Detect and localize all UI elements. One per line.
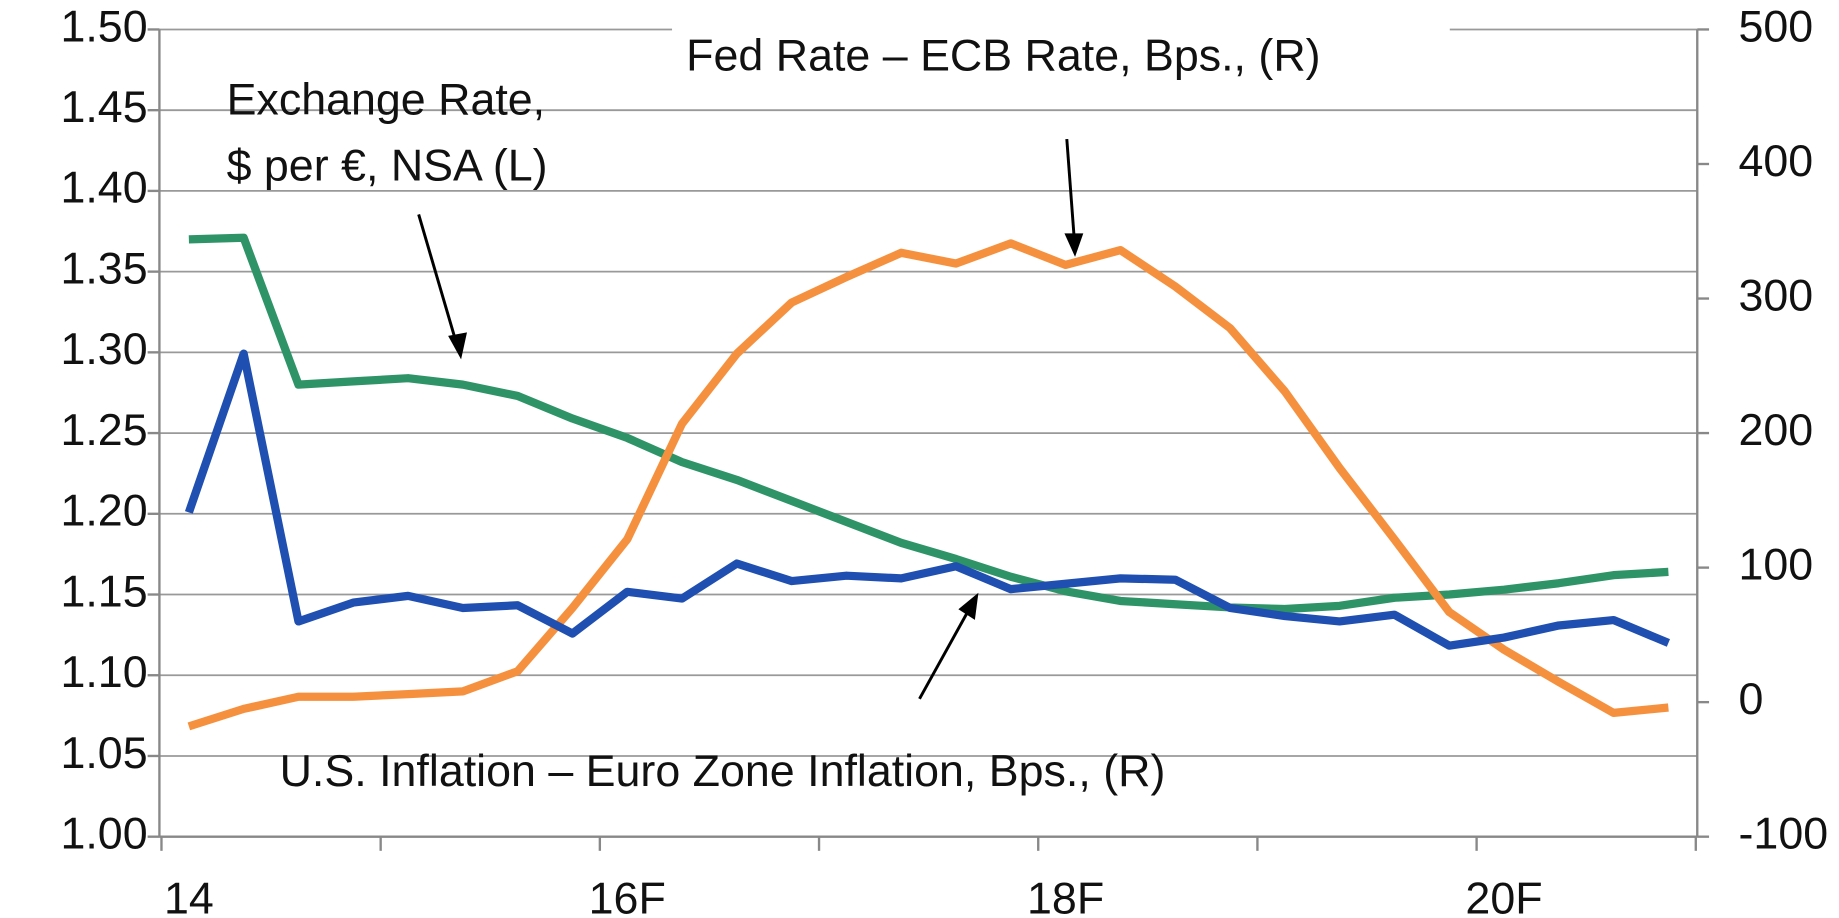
y-tick-label: 1.30 [60,324,147,374]
y-tick-label: 1.10 [60,647,147,697]
x-tick-label: 20F [1465,873,1542,918]
annotation: Exchange Rate, [227,74,546,124]
x-tick-label: 16F [589,873,666,918]
y-tick-label: 1.00 [60,809,147,859]
annotation: U.S. Inflation – Euro Zone Inflation, Bp… [280,746,1166,796]
y2-tick-label: 200 [1739,405,1814,455]
arrowhead [1064,233,1084,257]
y-tick-label: 1.45 [60,82,147,132]
y2-tick-label: 300 [1739,270,1814,320]
arrowhead [958,592,979,620]
arrow [417,214,461,352]
y-tick-label: 1.05 [60,728,147,778]
y2-tick-label: 0 [1739,674,1764,724]
arrowhead [448,332,467,360]
y-tick-label: 1.50 [60,1,147,51]
y2-tick-label: -100 [1739,809,1829,859]
arrow [918,600,975,700]
y2-tick-label: 100 [1739,539,1814,589]
y-tick-label: 1.15 [60,566,147,616]
series-line [187,239,1669,731]
lines [184,233,1670,731]
annotation: $ per €, NSA (L) [227,140,548,190]
series-line [188,233,1669,614]
x-ticks: 14 16F 18F 20F [160,836,1697,918]
y2-tick-label: 500 [1739,1,1814,51]
x-tick-label: 18F [1027,873,1104,918]
y-tick-label: 1.20 [60,486,147,536]
y-tick-label: 1.35 [60,243,147,293]
x-tick-label: 14 [164,873,214,918]
y2-tick-label: 400 [1739,136,1814,186]
label-bg [672,25,1450,92]
y-tick-label: 1.40 [60,163,147,213]
y-tick-label: 1.25 [60,405,147,455]
series-line [184,349,1670,650]
arrow [1065,138,1077,250]
annotation: Fed Rate – ECB Rate, Bps., (R) [686,31,1320,81]
grid [147,28,1710,838]
